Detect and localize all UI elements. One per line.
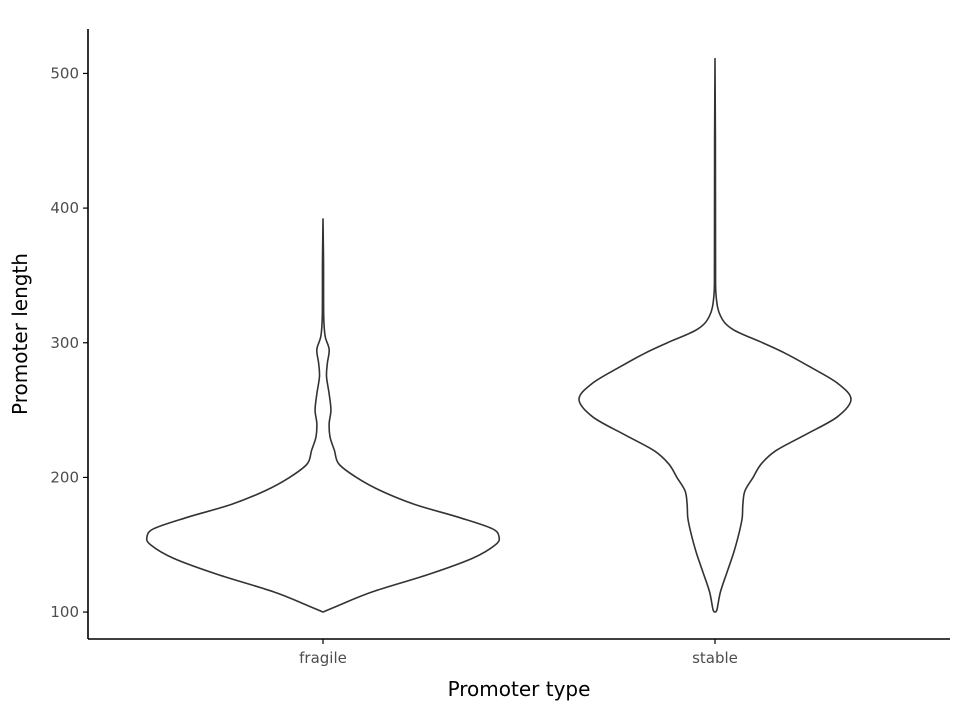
violin-fragile	[145, 218, 501, 613]
violins	[145, 57, 852, 613]
y-axis-title: Promoter length	[8, 253, 32, 415]
y-tick-label: 300	[50, 334, 79, 352]
y-axis: 100 200 300 400 500	[50, 29, 89, 639]
x-tick-label: fragile	[299, 649, 347, 667]
x-axis: fragile stable	[88, 638, 950, 667]
violin-stable	[578, 57, 852, 613]
x-axis-title: Promoter type	[448, 677, 591, 701]
y-tick-label: 500	[50, 64, 79, 82]
x-tick-label: stable	[692, 649, 738, 667]
y-tick-label: 400	[50, 199, 79, 217]
y-tick-label: 200	[50, 468, 79, 486]
y-tick-label: 100	[50, 603, 79, 621]
